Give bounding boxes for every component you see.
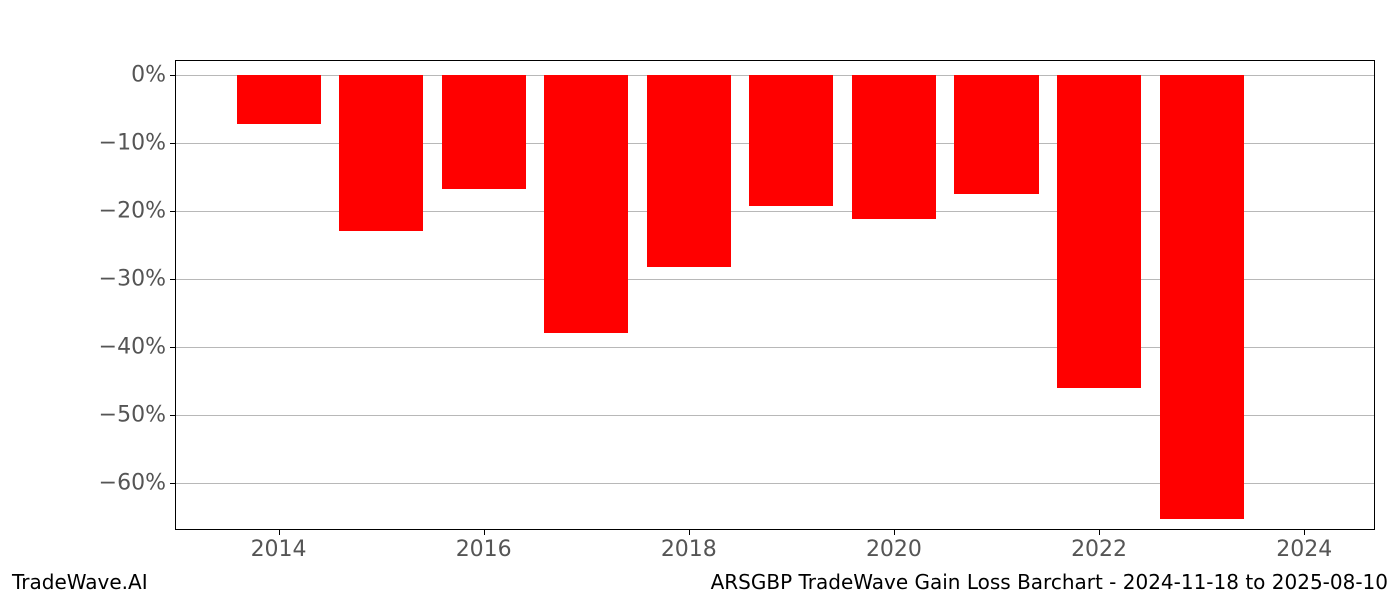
bar [1160, 75, 1244, 520]
x-tick-label: 2020 [866, 529, 922, 562]
y-tick-label: −50% [99, 403, 176, 428]
plot-area: 0%−10%−20%−30%−40%−50%−60%20142016201820… [175, 60, 1375, 530]
footer-left-label: TradeWave.AI [12, 570, 148, 594]
bar [852, 75, 936, 219]
bar [647, 75, 731, 267]
footer-right-label: ARSGBP TradeWave Gain Loss Barchart - 20… [711, 570, 1388, 594]
y-tick-label: −60% [99, 471, 176, 496]
x-tick-label: 2024 [1276, 529, 1332, 562]
x-tick-label: 2018 [661, 529, 717, 562]
bar [442, 75, 526, 189]
bar [339, 75, 423, 232]
x-tick-label: 2016 [456, 529, 512, 562]
y-tick-label: −20% [99, 198, 176, 223]
y-tick-label: 0% [131, 62, 176, 87]
y-tick-label: −10% [99, 130, 176, 155]
x-tick-label: 2022 [1071, 529, 1127, 562]
bar [954, 75, 1038, 194]
y-tick-label: −30% [99, 266, 176, 291]
bar [544, 75, 628, 334]
chart-container: 0% −10% −20% −30% −40% −50% −60% 2014 2016 2018 20… [0, 0, 1400, 600]
bar [1057, 75, 1141, 388]
y-tick-label: −40% [99, 335, 176, 360]
bar [237, 75, 321, 125]
x-tick-label: 2014 [251, 529, 307, 562]
bar [749, 75, 833, 206]
